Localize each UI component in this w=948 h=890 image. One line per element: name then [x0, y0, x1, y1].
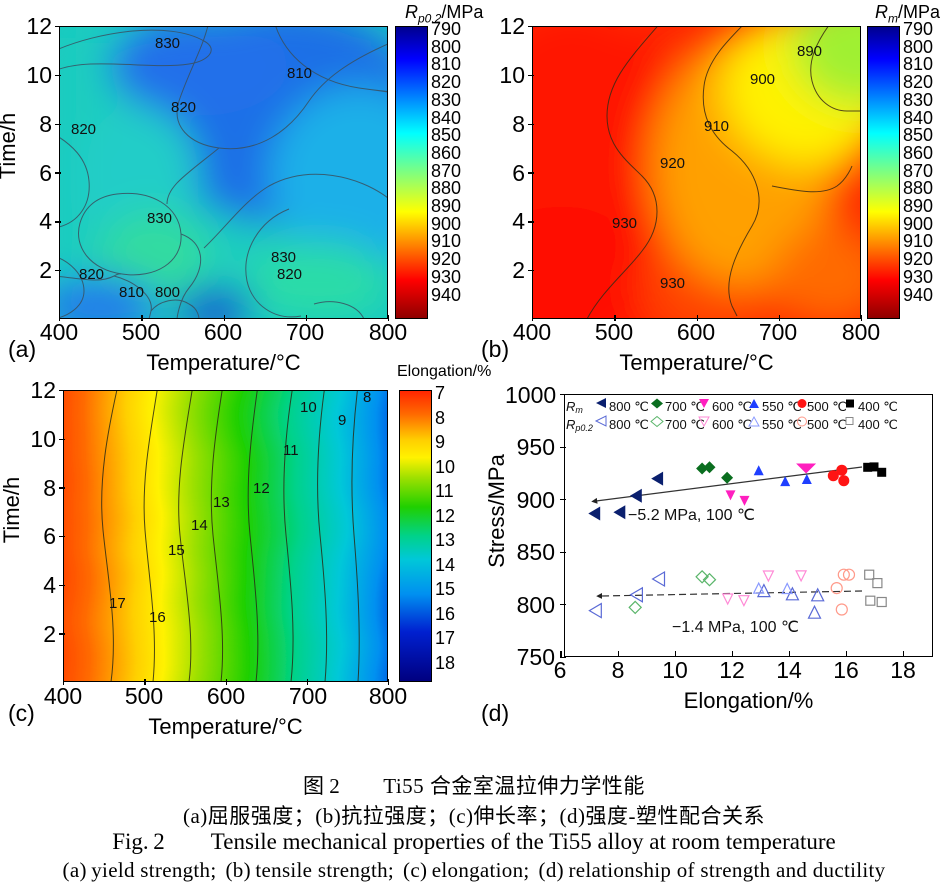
svg-text:Rp0.2: Rp0.2 — [566, 417, 593, 433]
svg-text:600 ℃: 600 ℃ — [712, 417, 752, 432]
svg-text:700 ℃: 700 ℃ — [665, 417, 705, 432]
svg-text:800 ℃: 800 ℃ — [609, 399, 649, 414]
svg-text:550 ℃: 550 ℃ — [762, 417, 802, 432]
svg-text:500 ℃: 500 ℃ — [807, 399, 847, 414]
svg-text:500 ℃: 500 ℃ — [807, 417, 847, 432]
svg-text:550 ℃: 550 ℃ — [762, 399, 802, 414]
svg-text:700 ℃: 700 ℃ — [665, 399, 705, 414]
svg-text:Rm: Rm — [566, 399, 583, 415]
svg-text:600 ℃: 600 ℃ — [712, 399, 752, 414]
svg-text:400 ℃: 400 ℃ — [858, 417, 898, 432]
svg-text:−1.4 MPa, 100 ℃: −1.4 MPa, 100 ℃ — [672, 619, 799, 636]
svg-text:800 ℃: 800 ℃ — [609, 417, 649, 432]
svg-text:−5.2 MPa, 100 ℃: −5.2 MPa, 100 ℃ — [628, 507, 755, 524]
svg-text:400 ℃: 400 ℃ — [858, 399, 898, 414]
